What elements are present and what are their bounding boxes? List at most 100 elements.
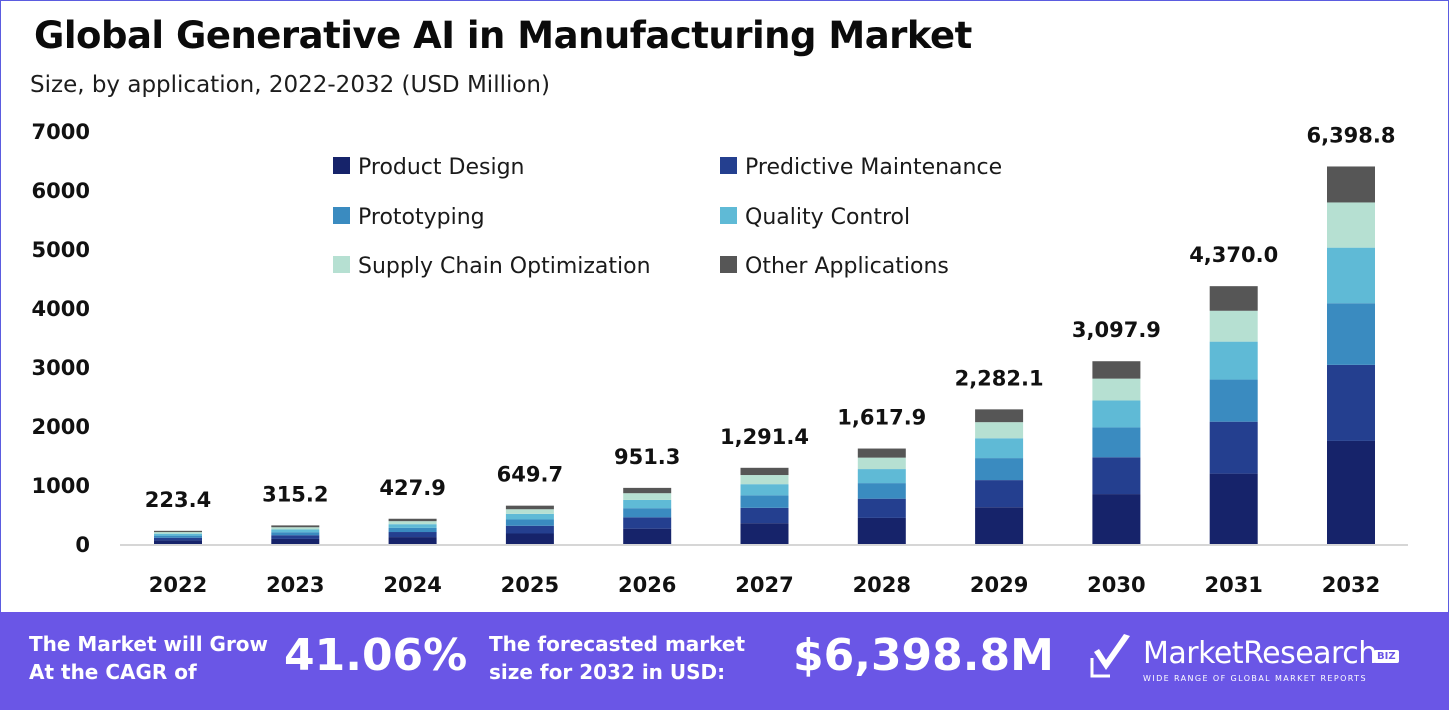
bar-segment (740, 523, 789, 544)
bar-total-label: 6,398.8 (1306, 123, 1395, 147)
bar-segment (975, 480, 1024, 508)
bar-segment (271, 525, 320, 528)
bar-segment (740, 484, 789, 496)
x-tick-label: 2032 (1322, 573, 1380, 597)
y-tick-label: 5000 (32, 238, 90, 262)
bar-segment (857, 483, 906, 499)
bar-segment (388, 527, 437, 533)
bar-segment (740, 467, 789, 476)
bar-total-label: 951.3 (614, 445, 680, 469)
bar-total-label: 1,617.9 (837, 406, 926, 430)
x-tick-label: 2023 (266, 573, 324, 597)
bar-segment (1092, 494, 1141, 544)
y-tick-label: 3000 (32, 356, 90, 380)
bar-segment (975, 409, 1024, 423)
brand-tagline: WIDE RANGE OF GLOBAL MARKET REPORTS (1143, 674, 1367, 683)
brand-name: MarketResearch (1143, 636, 1377, 671)
legend-label: Other Applications (745, 254, 949, 279)
bar-segment (1327, 440, 1375, 544)
bar-segment (740, 495, 789, 508)
bar-segment (505, 513, 554, 520)
bar-segment (271, 532, 320, 536)
bar-segment (1209, 473, 1258, 544)
brand-badge: BIZ (1374, 650, 1399, 663)
legend-swatch (333, 157, 350, 174)
bar-segment (857, 448, 906, 458)
bar-segment (505, 519, 554, 526)
bar-segment (1092, 361, 1141, 379)
bar-segment (271, 535, 320, 539)
bar-segment (505, 533, 554, 544)
bar-segment (388, 524, 437, 528)
bar-total-label: 427.9 (379, 476, 445, 500)
x-tick-label: 2024 (383, 573, 441, 597)
bar-segment (1327, 202, 1375, 248)
bar-segment (388, 537, 437, 544)
bar-segment (154, 537, 202, 541)
bar-segment (857, 498, 906, 518)
chart-subtitle: Size, by application, 2022-2032 (USD Mil… (30, 72, 550, 98)
bar-total-label: 223.4 (145, 488, 211, 512)
bar-segment (740, 507, 789, 524)
bar-segment (1092, 378, 1141, 401)
bar-segment (1209, 341, 1258, 380)
bar-segment (975, 458, 1024, 481)
bar-segment (623, 493, 672, 500)
bar-segment (975, 438, 1024, 459)
bar-segment (505, 525, 554, 534)
chart-title: Global Generative AI in Manufacturing Ma… (34, 14, 972, 57)
bar-total-label: 3,097.9 (1072, 318, 1161, 342)
x-tick-label: 2022 (149, 573, 207, 597)
bar-segment (1209, 286, 1258, 311)
bar-segment (857, 457, 906, 470)
bar-segment (740, 475, 789, 485)
legend-label: Prototyping (358, 205, 485, 230)
bar-segment (271, 538, 320, 544)
legend-label: Product Design (358, 155, 524, 180)
legend-swatch (720, 157, 737, 174)
stacked-bar-chart: 0 1000 2000 3000 4000 5000 6000 7000 223.4 2022 31… (32, 120, 1408, 597)
bar-segment (388, 518, 437, 522)
legend-label: Quality Control (745, 205, 910, 230)
bar-segment (1209, 379, 1258, 422)
x-tick-label: 2027 (735, 573, 793, 597)
bar-segment (623, 517, 672, 529)
bar-total-label: 649.7 (497, 463, 563, 487)
bar-segment (388, 521, 437, 525)
bar-segment (154, 533, 202, 536)
bar-segment (1327, 247, 1375, 304)
bar-segment (623, 508, 672, 518)
cagr-caption-line1: The Market will Grow (29, 632, 269, 656)
bar-segment (1092, 427, 1141, 458)
bar-total-label: 315.2 (262, 482, 328, 506)
legend-label: Supply Chain Optimization (358, 254, 651, 279)
legend-swatch (720, 256, 737, 273)
y-tick-label: 4000 (32, 297, 90, 321)
x-tick-label: 2030 (1087, 573, 1145, 597)
footer-banner (0, 612, 1449, 710)
bar-segment (1327, 303, 1375, 365)
checkmark-logo-icon (1090, 634, 1130, 678)
forecast-caption: The forecasted market size for 2032 in U… (489, 630, 745, 686)
y-tick-label: 2000 (32, 415, 90, 439)
y-tick-label: 0 (75, 533, 90, 557)
cagr-value: 41.06% (284, 630, 468, 681)
bar-segment (154, 532, 202, 534)
x-tick-label: 2028 (853, 573, 911, 597)
bar-total-label: 4,370.0 (1189, 243, 1278, 267)
x-tick-label: 2025 (501, 573, 559, 597)
bar-segment (505, 505, 554, 510)
forecast-caption-line2: size for 2032 in USD: (489, 660, 726, 684)
x-tick-label: 2026 (618, 573, 676, 597)
legend-swatch (720, 207, 737, 224)
bar-segment (975, 422, 1024, 439)
legend-swatch (333, 207, 350, 224)
bar-segment (623, 528, 672, 544)
x-tick-label: 2029 (970, 573, 1028, 597)
bar-segment (271, 527, 320, 530)
bar-total-label: 1,291.4 (720, 425, 809, 449)
legend-label: Predictive Maintenance (745, 155, 1002, 180)
x-tick-label: 2031 (1204, 573, 1262, 597)
bar-segment (154, 535, 202, 538)
bar-segment (623, 487, 672, 494)
